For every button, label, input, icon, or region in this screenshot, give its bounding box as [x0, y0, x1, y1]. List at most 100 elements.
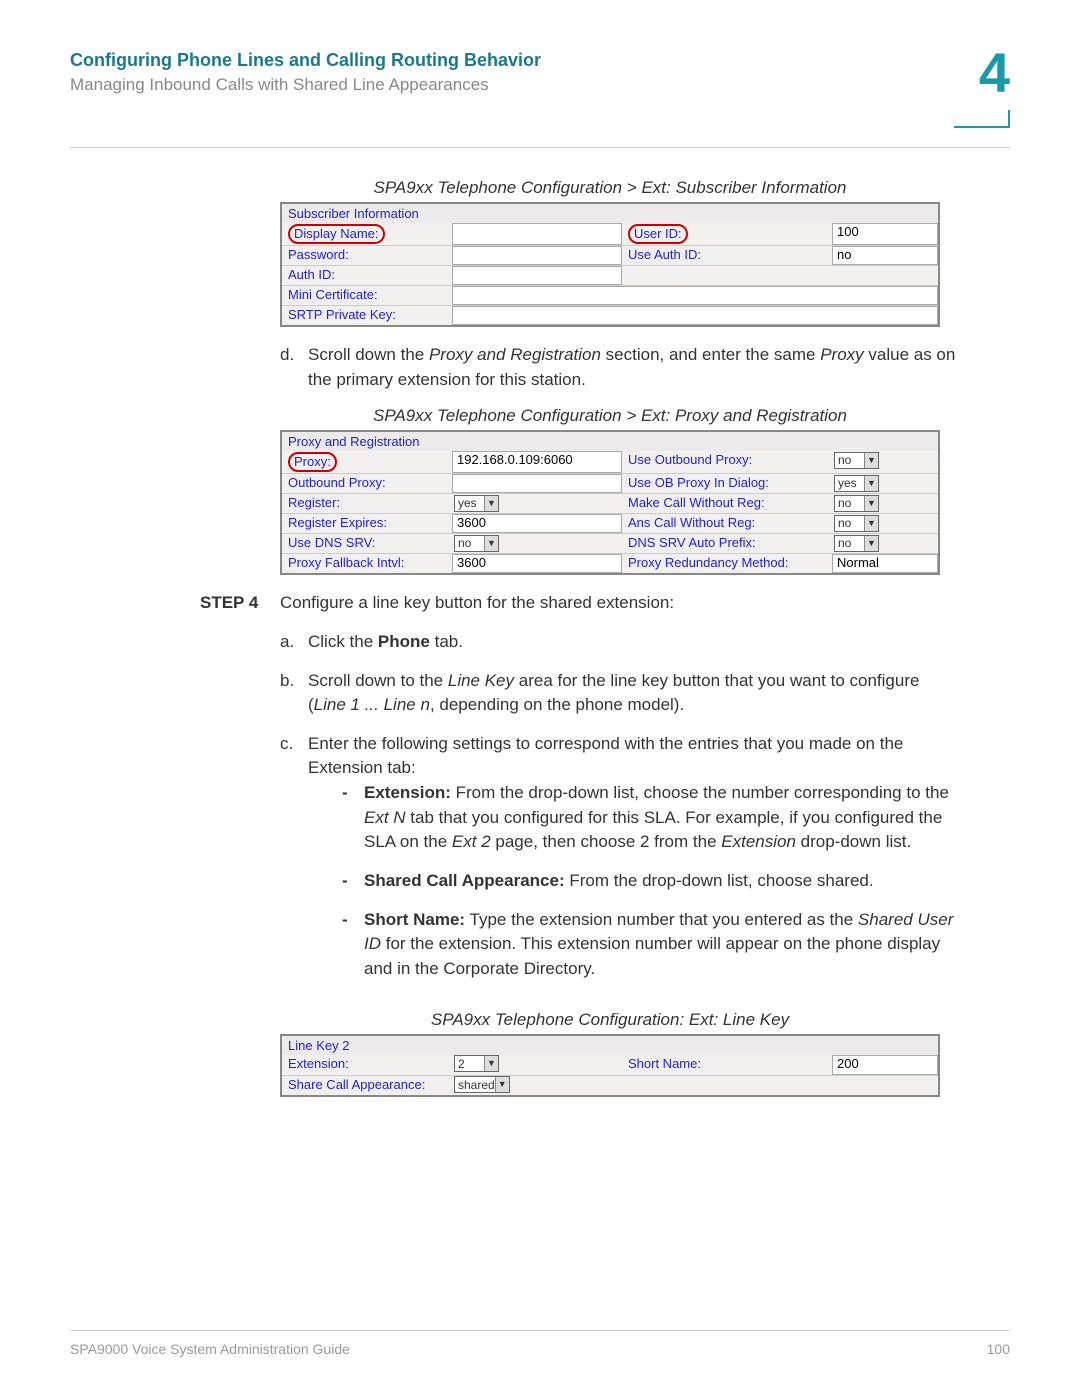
list-marker-c: c.: [280, 732, 308, 996]
field-value[interactable]: no: [832, 246, 938, 265]
footer-left: SPA9000 Voice System Administration Guid…: [70, 1341, 350, 1357]
field-value[interactable]: 3600: [452, 554, 622, 573]
config-row: Outbound Proxy: Use OB Proxy In Dialog:y…: [282, 473, 938, 493]
field-label: Auth ID:: [282, 266, 452, 285]
dropdown[interactable]: no▼: [454, 535, 499, 552]
dropdown[interactable]: shared▼: [454, 1076, 510, 1093]
config-row: Register:yes▼ Make Call Without Reg:no▼: [282, 493, 938, 513]
field-label: Use Outbound Proxy:: [622, 451, 832, 473]
page-subtitle: Managing Inbound Calls with Shared Line …: [70, 75, 1010, 95]
dash-marker: -: [342, 869, 364, 894]
step-4-label: STEP 4: [200, 591, 280, 616]
field-value[interactable]: [452, 474, 622, 493]
config-row: Mini Certificate:: [282, 285, 938, 305]
field-label: Register Expires:: [282, 514, 452, 533]
subscriber-section-head: Subscriber Information: [282, 204, 938, 223]
chevron-down-icon: ▼: [864, 476, 878, 491]
linekey-section-head: Line Key 2: [282, 1036, 938, 1055]
field-value[interactable]: [452, 306, 938, 325]
chevron-down-icon: ▼: [484, 1056, 498, 1071]
chevron-down-icon: ▼: [495, 1077, 509, 1092]
list-item-c: Enter the following settings to correspo…: [308, 732, 960, 996]
config-row: Password: Use Auth ID:no: [282, 245, 938, 265]
list-item-b: Scroll down to the Line Key area for the…: [308, 669, 960, 718]
field-label: Proxy Fallback Intvl:: [282, 554, 452, 573]
chevron-down-icon: ▼: [484, 536, 498, 551]
field-label: Use DNS SRV:: [282, 534, 452, 553]
field-label: Ans Call Without Reg:: [622, 514, 832, 533]
sub-list-item: -Shared Call Appearance: From the drop-d…: [342, 869, 960, 894]
field-value[interactable]: [452, 266, 622, 285]
field-label: Password:: [282, 246, 452, 265]
field-value[interactable]: Normal: [832, 554, 938, 573]
field-label: Extension:: [282, 1055, 452, 1075]
config-row: Register Expires:3600Ans Call Without Re…: [282, 513, 938, 533]
caption-subscriber: SPA9xx Telephone Configuration > Ext: Su…: [280, 178, 940, 198]
dropdown[interactable]: 2▼: [454, 1055, 499, 1072]
field-label: Outbound Proxy:: [282, 474, 452, 493]
config-row: Auth ID:: [282, 265, 938, 285]
caption-linekey: SPA9xx Telephone Configuration: Ext: Lin…: [280, 1010, 940, 1030]
dropdown[interactable]: no▼: [834, 535, 879, 552]
list-marker-b: b.: [280, 669, 308, 718]
field-value[interactable]: 200: [832, 1055, 938, 1075]
dropdown[interactable]: no▼: [834, 495, 879, 512]
list-marker-a: a.: [280, 630, 308, 655]
footer-page-num: 100: [987, 1341, 1010, 1357]
field-label: Use OB Proxy In Dialog:: [622, 474, 832, 493]
sub-list-item: -Extension: From the drop-down list, cho…: [342, 781, 960, 855]
dropdown[interactable]: no▼: [834, 515, 879, 532]
dash-marker: -: [342, 908, 364, 982]
field-label: Make Call Without Reg:: [622, 494, 832, 513]
field-value[interactable]: [452, 223, 622, 245]
chevron-down-icon: ▼: [864, 536, 878, 551]
chevron-down-icon: ▼: [864, 516, 878, 531]
field-label: Use Auth ID:: [622, 246, 832, 265]
config-row: Share Call Appearance:shared▼: [282, 1075, 938, 1095]
dropdown[interactable]: yes▼: [834, 475, 879, 492]
chevron-down-icon: ▼: [864, 453, 878, 468]
field-label: [622, 1076, 832, 1095]
page-title: Configuring Phone Lines and Calling Rout…: [70, 50, 1010, 71]
sub-list-item: -Short Name: Type the extension number t…: [342, 908, 960, 982]
field-label: Mini Certificate:: [282, 286, 452, 305]
dropdown[interactable]: no▼: [834, 452, 879, 469]
field-label: Short Name:: [622, 1055, 832, 1075]
proxy-section-head: Proxy and Registration: [282, 432, 938, 451]
dash-marker: -: [342, 781, 364, 855]
step-d-text: Scroll down the Proxy and Registration s…: [308, 343, 960, 392]
chevron-down-icon: ▼: [484, 496, 498, 511]
list-item-a: Click the Phone tab.: [308, 630, 463, 655]
config-row: Proxy:192.168.0.109:6060Use Outbound Pro…: [282, 451, 938, 473]
accent-bar: [954, 110, 1010, 128]
subscriber-info-table: Subscriber Information Display Name: Use…: [280, 202, 940, 327]
config-row: Use DNS SRV:no▼DNS SRV Auto Prefix:no▼: [282, 533, 938, 553]
chevron-down-icon: ▼: [864, 496, 878, 511]
proxy-registration-table: Proxy and Registration Proxy:192.168.0.1…: [280, 430, 940, 575]
config-row: Proxy Fallback Intvl:3600Proxy Redundanc…: [282, 553, 938, 573]
field-value[interactable]: 3600: [452, 514, 622, 533]
config-row: Extension:2▼ Short Name:200: [282, 1055, 938, 1075]
list-marker-d: d.: [280, 343, 308, 392]
field-label: Display Name:: [282, 223, 452, 245]
config-row: Display Name: User ID:100: [282, 223, 938, 245]
header-rule: [70, 147, 1010, 148]
dropdown[interactable]: yes▼: [454, 495, 499, 512]
caption-proxy: SPA9xx Telephone Configuration > Ext: Pr…: [280, 406, 940, 426]
field-value[interactable]: [452, 286, 938, 305]
field-label: Share Call Appearance:: [282, 1076, 452, 1095]
field-label: Proxy:: [282, 451, 452, 473]
config-row: SRTP Private Key:: [282, 305, 938, 325]
field-label: User ID:: [622, 223, 832, 245]
chapter-number: 4: [979, 40, 1010, 105]
field-label: SRTP Private Key:: [282, 306, 452, 325]
field-value[interactable]: [452, 246, 622, 265]
field-label: [622, 266, 832, 285]
linekey-table: Line Key 2 Extension:2▼Short Name:200Sha…: [280, 1034, 940, 1097]
field-value[interactable]: 100: [832, 223, 938, 245]
field-label: Register:: [282, 494, 452, 513]
step-4-text: Configure a line key button for the shar…: [280, 591, 674, 616]
field-label: Proxy Redundancy Method:: [622, 554, 832, 573]
field-label: DNS SRV Auto Prefix:: [622, 534, 832, 553]
field-value[interactable]: 192.168.0.109:6060: [452, 451, 622, 473]
